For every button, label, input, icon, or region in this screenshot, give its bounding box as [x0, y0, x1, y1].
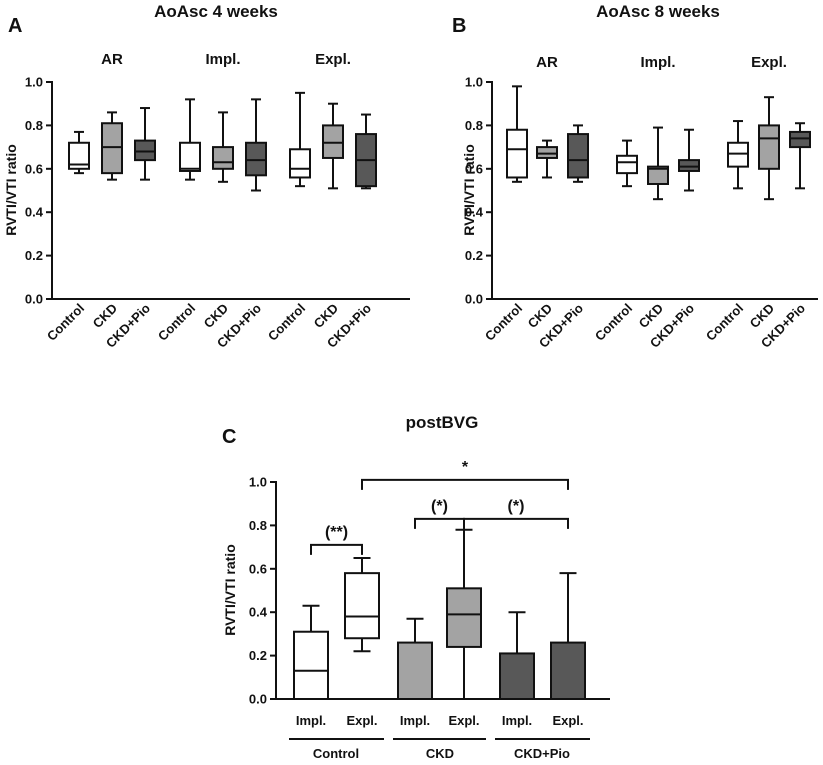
x-tick-label: Control [265, 301, 308, 344]
box [536, 146, 558, 159]
box [245, 141, 267, 177]
x-tick-label: Control [155, 301, 198, 344]
box [789, 130, 811, 149]
chart-title: postBVG [406, 413, 479, 432]
box [446, 587, 482, 648]
y-tick-label: 1.0 [249, 475, 267, 490]
panel-letter: C [222, 426, 236, 448]
group-label: AR [101, 51, 123, 68]
y-tick-label: 0.4 [465, 205, 484, 220]
box [647, 165, 669, 185]
x-tick-label: Control [592, 301, 635, 344]
category-labels: Impl. Expl. Impl. Expl. Impl. Expl. Control CKD… [289, 713, 590, 761]
y-tick-label: 0.8 [465, 118, 483, 133]
box [293, 630, 329, 700]
significance-label: * [462, 459, 469, 476]
y-tick-label: 0.2 [249, 648, 267, 663]
significance-label: (*) [431, 498, 448, 515]
y-tick-label: 0.0 [25, 292, 43, 307]
axes: 0.0 0.2 0.4 0.6 0.8 1.0 [465, 75, 818, 307]
x-tick-label: Expl. [552, 713, 583, 728]
significance-label: (*) [508, 498, 525, 515]
significance-brackets: (**) (*) (*) * [310, 459, 569, 555]
box [678, 159, 700, 172]
y-tick-label: 0.0 [249, 692, 267, 707]
y-axis-label: RVTI/VTI ratio [222, 544, 238, 636]
boxes [68, 91, 377, 192]
box [134, 139, 156, 162]
y-tick-label: 1.0 [25, 75, 43, 90]
box [506, 128, 528, 179]
box [68, 141, 90, 170]
chart-title: AoAsc 8 weeks [596, 2, 720, 21]
x-tick-label: Impl. [502, 713, 532, 728]
group-label: Control [313, 746, 359, 761]
x-tick-label: Control [482, 301, 525, 344]
group-label: Expl. [315, 51, 351, 68]
box [397, 641, 433, 701]
group-label: Impl. [205, 51, 240, 68]
boxes [506, 85, 811, 201]
y-tick-label: 0.8 [25, 118, 43, 133]
y-tick-label: 0.2 [25, 248, 43, 263]
significance-label: (**) [325, 524, 348, 541]
chart-title: AoAsc 4 weeks [154, 2, 278, 21]
y-axis-label: RVTI/VTI ratio [3, 144, 19, 236]
y-tick-label: 0.4 [249, 605, 268, 620]
y-tick-label: 0.6 [249, 561, 267, 576]
box [567, 133, 589, 179]
box [101, 122, 123, 175]
box [616, 154, 638, 175]
axes: 0.0 0.2 0.4 0.6 0.8 1.0 [25, 75, 410, 307]
box [758, 124, 780, 170]
significance-bracket [310, 543, 363, 555]
x-tick-label: Expl. [448, 713, 479, 728]
x-tick-label: Expl. [346, 713, 377, 728]
x-tick-label: Impl. [400, 713, 430, 728]
box [344, 572, 380, 640]
box [289, 148, 311, 179]
significance-bracket [361, 478, 569, 490]
box [499, 652, 535, 700]
y-tick-label: 0.6 [465, 161, 483, 176]
y-tick-label: 0.4 [25, 205, 44, 220]
group-label: Impl. [640, 54, 675, 71]
box [322, 124, 344, 159]
y-tick-label: 0.8 [249, 518, 267, 533]
y-axis-label: RVTI/VTI ratio [461, 144, 477, 236]
y-tick-label: 1.0 [465, 75, 483, 90]
x-tick-label: Control [703, 301, 746, 344]
group-label: AR [536, 54, 558, 71]
box [727, 141, 749, 168]
group-label: CKD [426, 746, 454, 761]
group-label: Expl. [751, 54, 787, 71]
x-tick-label: Impl. [296, 713, 326, 728]
group-label: CKD+Pio [514, 746, 570, 761]
box [179, 141, 201, 172]
panel-a: A AoAsc 4 weeks RVTI/VTI ratio 0.0 0.2 0.4… [3, 2, 410, 351]
box [212, 146, 234, 170]
significance-bracket [414, 517, 465, 529]
axes: 0.0 0.2 0.4 0.6 0.8 1.0 [249, 475, 610, 707]
panel-letter: A [8, 15, 22, 37]
boxes [293, 528, 586, 701]
panel-c: C postBVG RVTI/VTI ratio 0.0 0.2 0.4 0.6 0.8… [222, 413, 610, 761]
y-tick-label: 0.0 [465, 292, 483, 307]
y-tick-label: 0.6 [25, 161, 43, 176]
panel-letter: B [452, 15, 466, 37]
y-tick-label: 0.2 [465, 248, 483, 263]
panel-b: B AoAsc 8 weeks RVTI/VTI ratio 0.0 0.2 0.4… [452, 2, 818, 351]
significance-bracket [463, 517, 569, 529]
box [550, 641, 586, 701]
x-tick-label: Control [44, 301, 87, 344]
